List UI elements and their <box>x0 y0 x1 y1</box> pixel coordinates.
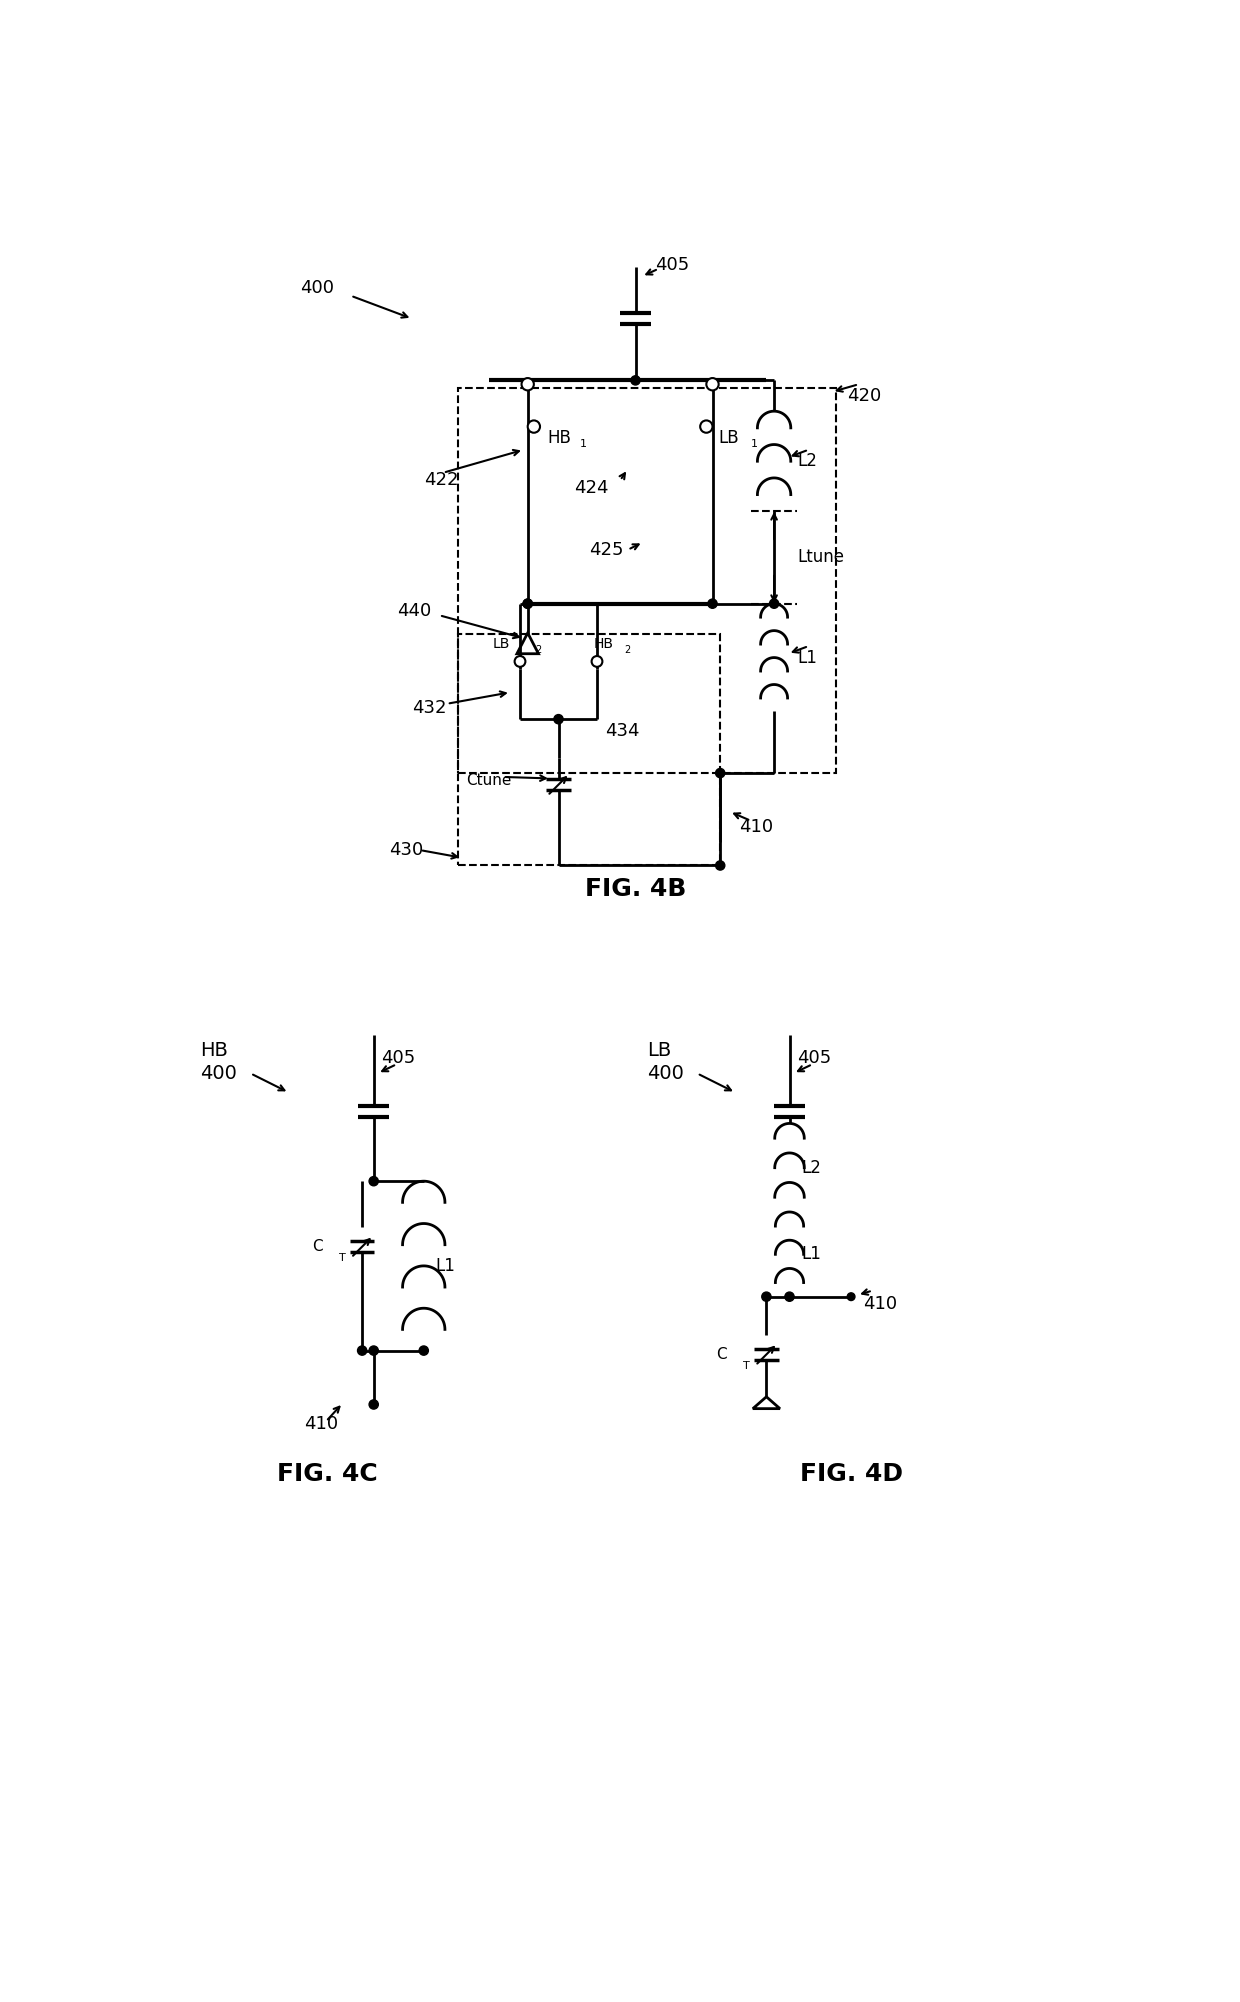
Text: FIG. 4B: FIG. 4B <box>585 877 686 901</box>
Circle shape <box>523 599 532 609</box>
Text: FIG. 4D: FIG. 4D <box>800 1461 903 1485</box>
Text: 425: 425 <box>589 541 624 559</box>
Circle shape <box>523 599 532 609</box>
Text: HB: HB <box>593 637 613 651</box>
Circle shape <box>715 769 725 777</box>
Circle shape <box>761 1291 771 1301</box>
Circle shape <box>785 1291 794 1301</box>
Circle shape <box>357 1345 367 1355</box>
Text: 2: 2 <box>624 645 630 655</box>
Circle shape <box>631 376 640 384</box>
Text: 410: 410 <box>739 819 774 837</box>
Text: 400: 400 <box>647 1063 684 1083</box>
Text: 440: 440 <box>397 603 432 621</box>
Text: LB: LB <box>719 428 739 446</box>
Text: L1: L1 <box>797 649 817 667</box>
Text: HB: HB <box>201 1041 228 1059</box>
Text: 422: 422 <box>424 472 459 488</box>
Circle shape <box>715 861 725 871</box>
Text: 400: 400 <box>201 1063 237 1083</box>
Circle shape <box>770 599 779 609</box>
Circle shape <box>591 657 603 667</box>
Text: 410: 410 <box>863 1295 897 1313</box>
Circle shape <box>522 378 534 390</box>
Circle shape <box>419 1345 428 1355</box>
Circle shape <box>370 1345 378 1355</box>
Text: 430: 430 <box>389 841 423 859</box>
Text: 405: 405 <box>382 1049 415 1067</box>
Text: L2: L2 <box>797 452 817 470</box>
Circle shape <box>370 1399 378 1409</box>
Text: 405: 405 <box>797 1049 832 1067</box>
Text: 420: 420 <box>847 386 882 404</box>
Circle shape <box>701 420 713 432</box>
Text: T: T <box>339 1253 346 1263</box>
Text: 434: 434 <box>605 723 639 739</box>
Circle shape <box>515 657 526 667</box>
Text: C: C <box>312 1239 322 1253</box>
Text: Ltune: Ltune <box>797 549 844 567</box>
Text: 405: 405 <box>655 256 689 274</box>
Circle shape <box>707 378 719 390</box>
Text: 410: 410 <box>304 1415 339 1433</box>
Text: T: T <box>743 1361 750 1371</box>
Circle shape <box>528 420 541 432</box>
Text: LB: LB <box>647 1041 671 1059</box>
Text: 1: 1 <box>751 438 758 448</box>
Text: 1: 1 <box>580 438 587 448</box>
Text: 2: 2 <box>536 645 542 655</box>
Circle shape <box>708 599 717 609</box>
Circle shape <box>370 1177 378 1185</box>
Text: L2: L2 <box>801 1159 821 1177</box>
Text: 432: 432 <box>412 699 446 717</box>
Text: HB: HB <box>547 428 570 446</box>
Text: Ctune: Ctune <box>466 773 511 789</box>
Text: LB: LB <box>494 637 511 651</box>
Text: C: C <box>717 1347 727 1361</box>
Circle shape <box>847 1293 854 1301</box>
Text: L1: L1 <box>435 1257 455 1275</box>
Text: 424: 424 <box>574 478 609 496</box>
Text: 400: 400 <box>300 278 335 296</box>
Text: FIG. 4C: FIG. 4C <box>277 1461 378 1485</box>
Text: L1: L1 <box>801 1245 821 1263</box>
Circle shape <box>554 715 563 725</box>
